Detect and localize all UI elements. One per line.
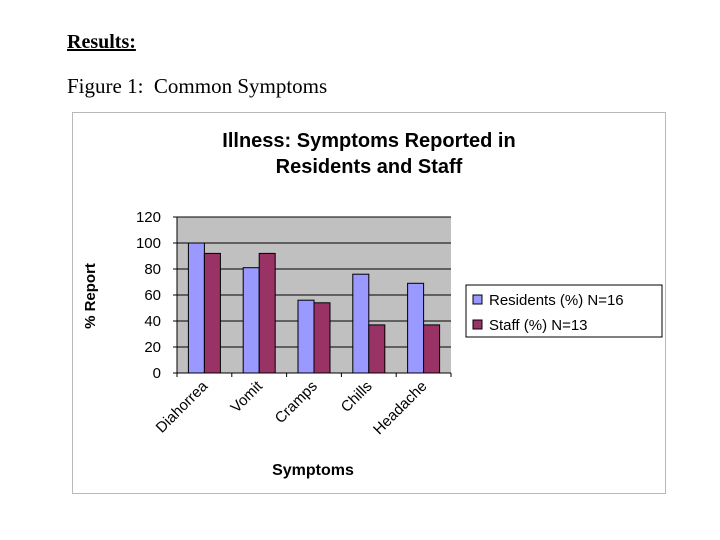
bar-staff-cramps — [313, 302, 331, 374]
bar-residents-vomit — [242, 267, 260, 374]
results-heading: Results: — [67, 31, 136, 53]
legend-box — [465, 284, 663, 338]
chart-title-line: Illness: Symptoms Reported in — [222, 130, 515, 152]
y-tick-label: 120 — [136, 209, 161, 226]
bar-residents-cramps — [297, 299, 315, 374]
legend-swatch — [472, 319, 483, 330]
bar-staff-diahorrea — [203, 252, 221, 374]
legend-label: Staff (%) N=13 — [489, 317, 588, 334]
bar-residents-diahorrea — [187, 242, 205, 374]
x-tick-label: Headache — [370, 378, 430, 438]
y-tick-label: 20 — [144, 339, 161, 356]
x-tick-label: Vomit — [227, 377, 266, 416]
bar-staff-headache — [423, 324, 441, 374]
y-tick-label: 100 — [136, 235, 161, 252]
figure-caption: Figure 1: Common Symptoms — [67, 74, 328, 98]
bar-residents-chills — [352, 273, 370, 374]
bar-staff-chills — [368, 324, 386, 374]
chart-frame: Illness: Symptoms Reported in Residents a… — [72, 112, 666, 494]
y-tick-label: 0 — [153, 365, 161, 382]
chart-title-line: Residents and Staff — [276, 156, 463, 178]
x-axis-label: Symptoms — [272, 462, 354, 479]
x-tick-label: Chills — [338, 378, 376, 416]
y-tick-label: 80 — [144, 261, 161, 278]
bar-chart: Illness: Symptoms Reported in Residents a… — [82, 130, 663, 479]
x-tick-label: Diahorrea — [153, 377, 212, 436]
legend-label: Residents (%) N=16 — [489, 292, 624, 309]
bar-residents-headache — [407, 282, 425, 374]
y-tick-label: 40 — [144, 313, 161, 330]
x-tick-label: Cramps — [272, 378, 321, 427]
legend-swatch — [472, 294, 483, 305]
bar-staff-vomit — [258, 252, 276, 374]
y-tick-label: 60 — [144, 287, 161, 304]
y-axis-label: % Report — [82, 263, 99, 329]
